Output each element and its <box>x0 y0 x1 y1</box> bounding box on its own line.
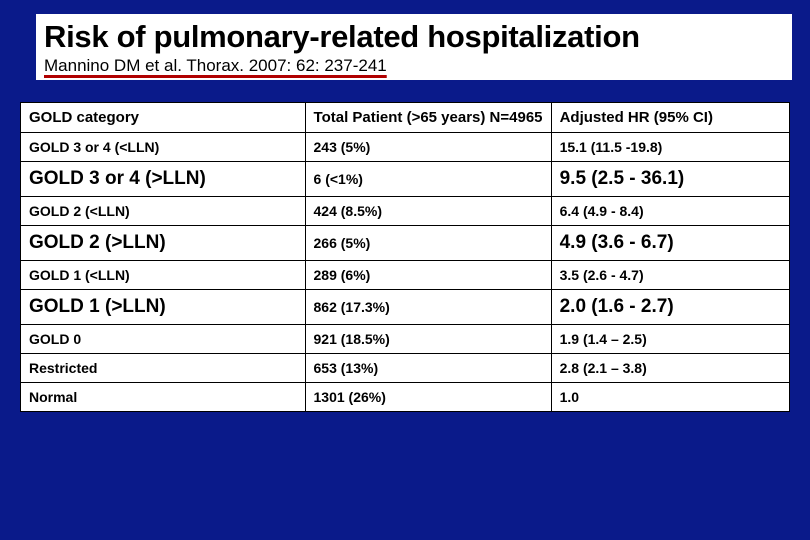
cell-total: 6 (<1%) <box>305 162 551 197</box>
table-body: GOLD 3 or 4 (<LLN)243 (5%)15.1 (11.5 -19… <box>21 133 790 412</box>
table-row: GOLD 1 (<LLN)289 (6%)3.5 (2.6 - 4.7) <box>21 261 790 290</box>
cell-hr: 2.8 (2.1 – 3.8) <box>551 354 789 383</box>
cell-total: 862 (17.3%) <box>305 290 551 325</box>
table-container: GOLD category Total Patient (>65 years) … <box>20 102 790 412</box>
cell-hr: 2.0 (1.6 - 2.7) <box>551 290 789 325</box>
risk-table: GOLD category Total Patient (>65 years) … <box>20 102 790 412</box>
table-row: Normal1301 (26%)1.0 <box>21 383 790 412</box>
table-row: Restricted653 (13%)2.8 (2.1 – 3.8) <box>21 354 790 383</box>
citation-text: Mannino DM et al. Thorax. 2007: 62: 237-… <box>44 56 784 76</box>
cell-total: 424 (8.5%) <box>305 197 551 226</box>
cell-category: GOLD 2 (<LLN) <box>21 197 306 226</box>
cell-hr: 6.4 (4.9 - 8.4) <box>551 197 789 226</box>
col-header-total: Total Patient (>65 years) N=4965 <box>305 103 551 133</box>
cell-total: 289 (6%) <box>305 261 551 290</box>
cell-hr: 9.5 (2.5 - 36.1) <box>551 162 789 197</box>
cell-category: GOLD 1 (<LLN) <box>21 261 306 290</box>
cell-category: Normal <box>21 383 306 412</box>
cell-hr: 3.5 (2.6 - 4.7) <box>551 261 789 290</box>
cell-category: GOLD 1 (>LLN) <box>21 290 306 325</box>
table-header-row: GOLD category Total Patient (>65 years) … <box>21 103 790 133</box>
cell-category: GOLD 0 <box>21 325 306 354</box>
table-row: GOLD 2 (>LLN)266 (5%)4.9 (3.6 - 6.7) <box>21 226 790 261</box>
table-row: GOLD 2 (<LLN)424 (8.5%)6.4 (4.9 - 8.4) <box>21 197 790 226</box>
cell-total: 266 (5%) <box>305 226 551 261</box>
table-row: GOLD 3 or 4 (<LLN)243 (5%)15.1 (11.5 -19… <box>21 133 790 162</box>
slide: Risk of pulmonary-related hospitalizatio… <box>0 0 810 540</box>
cell-total: 921 (18.5%) <box>305 325 551 354</box>
cell-hr: 1.9 (1.4 – 2.5) <box>551 325 789 354</box>
cell-hr: 1.0 <box>551 383 789 412</box>
col-header-category: GOLD category <box>21 103 306 133</box>
cell-total: 1301 (26%) <box>305 383 551 412</box>
cell-hr: 4.9 (3.6 - 6.7) <box>551 226 789 261</box>
table-row: GOLD 3 or 4 (>LLN)6 (<1%)9.5 (2.5 - 36.1… <box>21 162 790 197</box>
cell-category: Restricted <box>21 354 306 383</box>
col-header-hr: Adjusted HR (95% CI) <box>551 103 789 133</box>
table-row: GOLD 1 (>LLN)862 (17.3%)2.0 (1.6 - 2.7) <box>21 290 790 325</box>
cell-category: GOLD 3 or 4 (>LLN) <box>21 162 306 197</box>
cell-hr: 15.1 (11.5 -19.8) <box>551 133 789 162</box>
cell-total: 243 (5%) <box>305 133 551 162</box>
cell-category: GOLD 3 or 4 (<LLN) <box>21 133 306 162</box>
table-row: GOLD 0921 (18.5%)1.9 (1.4 – 2.5) <box>21 325 790 354</box>
slide-title: Risk of pulmonary-related hospitalizatio… <box>44 20 784 54</box>
cell-category: GOLD 2 (>LLN) <box>21 226 306 261</box>
cell-total: 653 (13%) <box>305 354 551 383</box>
title-block: Risk of pulmonary-related hospitalizatio… <box>36 14 792 80</box>
